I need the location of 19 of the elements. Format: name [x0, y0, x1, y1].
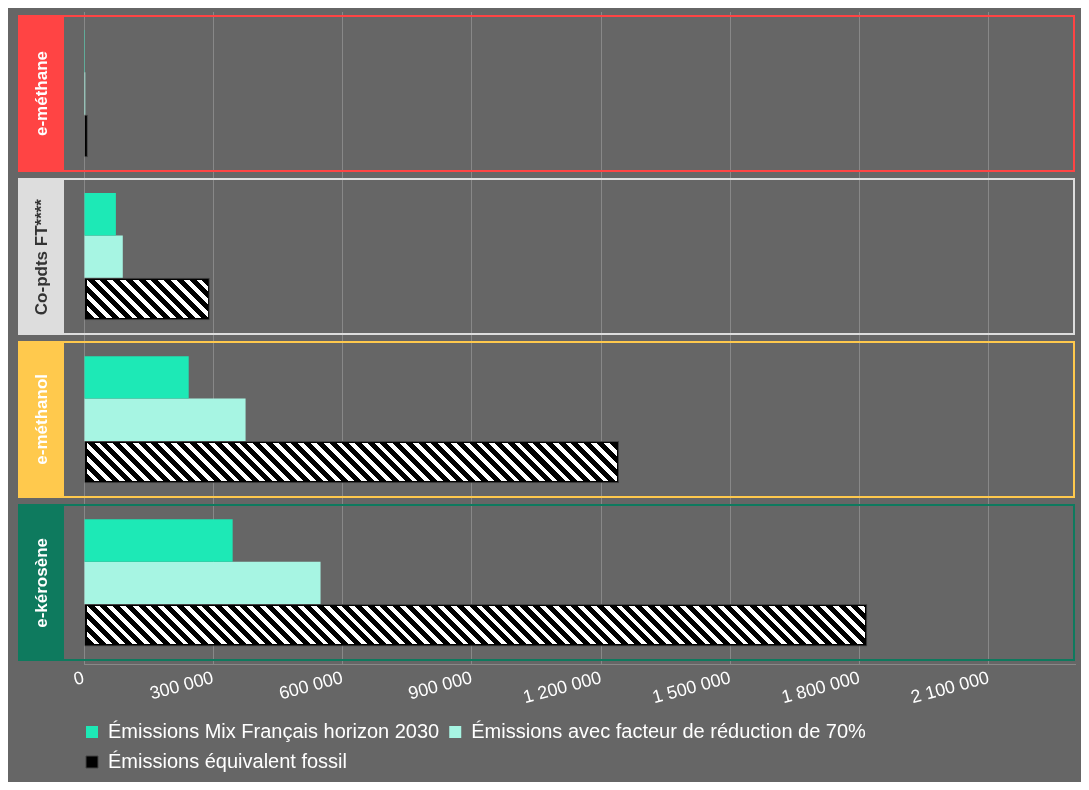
x-tick-label: 1 800 000 [779, 667, 862, 708]
legend-label: Émissions équivalent fossil [108, 749, 347, 772]
y-tick-label: e-méthanol [32, 374, 52, 466]
category-panel: Co-pdts FT**** [18, 178, 1075, 336]
category-panel: e-méthanol [18, 341, 1075, 499]
x-tick-label: 600 000 [276, 667, 345, 704]
x-tick-label: 900 000 [406, 667, 475, 704]
y-tick-label: Co-pdts FT**** [32, 198, 52, 315]
category-panel: e-kérosène [18, 504, 1075, 662]
x-tick-label: 2 100 000 [908, 667, 992, 708]
category-panel: e-méthane [18, 15, 1075, 173]
x-tick-label: 1 200 000 [520, 667, 604, 708]
y-tick-label: e-kérosène [32, 537, 52, 628]
x-tick-label: 300 000 [147, 667, 216, 704]
legend-label: Émissions avec facteur de réduction de 70% [471, 719, 867, 742]
x-tick-label: 0 [71, 667, 87, 690]
x-tick-label: 1 500 000 [650, 667, 733, 708]
legend-label: Émissions Mix Français horizon 2030 [108, 719, 440, 742]
y-tick-label: e-méthane [32, 51, 52, 137]
